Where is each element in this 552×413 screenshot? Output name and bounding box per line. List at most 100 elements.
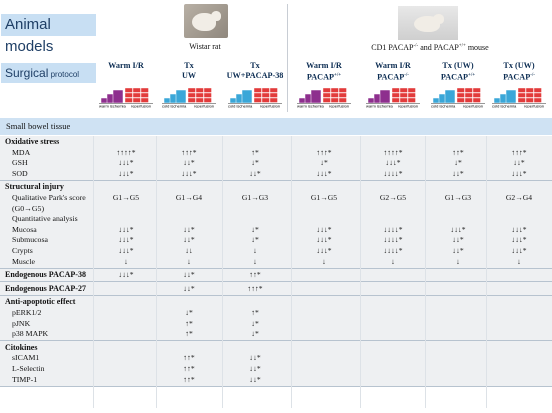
ischemia-block: [241, 89, 253, 104]
column-header-6: Tx (UW) PACAP+/+: [426, 61, 490, 82]
reperfusion-block: [399, 92, 408, 98]
table-cell: ↓↓*: [183, 283, 195, 293]
table-cell: ↓↓*: [249, 374, 261, 384]
row-label: pERK1/2: [12, 308, 42, 317]
ischemia-label: warm ischemia: [297, 104, 324, 109]
reperfusion-block: [261, 87, 270, 93]
table-cell: ↑↑*: [183, 353, 195, 363]
reperfusion-block: [124, 97, 133, 103]
reperfusion-block: [322, 87, 331, 93]
species-mouse-pre: CD1 PACAP: [371, 43, 414, 52]
table-cell: ↓: [456, 256, 460, 266]
reperfusion-block: [517, 97, 526, 103]
section-title: Oxidative stress: [5, 137, 60, 146]
reperfusion-block: [407, 87, 416, 93]
table-cell: ↓↓↓*: [511, 246, 527, 255]
reperfusion-block: [253, 87, 262, 93]
reperfusion-block: [269, 87, 278, 93]
ischemia-block: [112, 89, 124, 104]
table-cell: ↓↓↓↓*: [383, 246, 403, 255]
reperfusion-block: [261, 92, 270, 98]
reperfusion-block: [132, 87, 141, 93]
row-label: SOD: [12, 168, 28, 178]
table-cell: ↓*: [320, 158, 328, 168]
mouse-photo: [398, 6, 458, 40]
section-separator: [0, 340, 552, 342]
table-cell: ↓*: [251, 158, 259, 168]
reperfusion-block: [525, 97, 534, 103]
reperfusion-block: [330, 97, 339, 103]
table-cell: ↓↓↓*: [511, 224, 527, 234]
reperfusion-block: [399, 87, 408, 93]
reperfusion-block: [391, 97, 400, 103]
reperfusion-block: [269, 97, 278, 103]
column-header-7: Tx (UW) PACAP-/-: [487, 61, 551, 82]
table-cell: ↑*: [185, 318, 193, 328]
table-cell: ↓: [391, 256, 395, 266]
table-cell: ↓↓↓*: [316, 235, 332, 245]
table-cell: ↓↓*: [452, 168, 464, 178]
table-cell: G2→G4: [505, 193, 533, 202]
species-mouse-mid: and PACAP: [418, 43, 459, 52]
ischemia-block: [444, 89, 456, 104]
table-cell: ↓: [253, 256, 257, 266]
species-mouse-sup1: -/-: [413, 43, 419, 49]
column-header-line1: Tx (UW): [442, 61, 474, 70]
table-cell: ↓*: [251, 318, 259, 328]
section-separator: [0, 294, 552, 296]
reperfusion-block: [187, 97, 196, 103]
reperfusion-block: [472, 97, 481, 103]
table-cell: G1→G5: [112, 193, 140, 202]
table-cell: G1→G3: [444, 193, 472, 202]
reperfusion-block: [322, 97, 331, 103]
species-mouse-post: mouse: [465, 43, 489, 52]
protocol-diagram-5: warm ischemia reperfusion: [366, 87, 420, 108]
reperfusion-label: reperfusion: [131, 104, 151, 109]
table-cell: ↑↑*: [183, 364, 195, 373]
reperfusion-block: [124, 92, 133, 98]
table-cell: ↑↑↑↑*: [116, 147, 136, 157]
table-cell: ↓↓*: [183, 270, 195, 280]
reperfusion-block: [124, 87, 133, 93]
section-title: Anti-apoptotic effect: [5, 297, 76, 307]
table-cell: ↓*: [185, 308, 193, 317]
table-cell: ↓↓*: [452, 246, 464, 255]
reperfusion-label: reperfusion: [194, 104, 214, 109]
table-cell: ↓*: [251, 224, 259, 234]
table-cell: ↓↓*: [249, 364, 261, 373]
reperfusion-block: [456, 92, 465, 98]
reperfusion-block: [456, 87, 465, 93]
table-cell: ↓↓↓*: [316, 224, 332, 234]
row-label: pJNK: [12, 318, 31, 328]
table-cell: ↓↓↓*: [450, 224, 466, 234]
protocol-diagram-4: warm ischemia reperfusion: [297, 87, 351, 109]
column-guide: [360, 136, 361, 408]
section-band: [0, 181, 552, 270]
table-cell: ↓: [187, 256, 191, 266]
ischemia-label: cold ischemia: [431, 104, 456, 109]
table-cell: ↑↑↑*: [511, 147, 527, 157]
protocol-diagram-2: cold ischemia reperfusion: [162, 87, 216, 109]
reperfusion-block: [187, 92, 196, 98]
reperfusion-block: [517, 87, 526, 93]
reperfusion-label: reperfusion: [260, 104, 280, 109]
reperfusion-block: [472, 92, 481, 98]
reperfusion-block: [195, 97, 204, 103]
table-cell: ↑*: [251, 147, 259, 157]
surgical-main: Surgical: [5, 66, 49, 80]
table-cell: ↓↓↓*: [511, 168, 527, 178]
protocol-diagram-6: cold ischemia reperfusion: [431, 87, 485, 109]
reperfusion-block: [399, 97, 408, 103]
surgical-sub: protocol: [48, 70, 80, 79]
column-header-line2: PACAP+/+: [426, 71, 490, 82]
table-cell: ↓↓↓*: [118, 158, 134, 168]
protocol-diagram-3: cold ischemia reperfusion: [228, 87, 282, 109]
animal-models-title: Animal models: [1, 14, 96, 55]
table-cell: ↓↓↓*: [511, 235, 527, 245]
reperfusion-block: [391, 92, 400, 98]
table-cell: G1→G3: [241, 193, 269, 202]
row-label: Mucosa: [12, 224, 37, 234]
table-cell: G2→G5: [379, 193, 407, 202]
ischemia-label: cold ischemia: [228, 104, 253, 109]
